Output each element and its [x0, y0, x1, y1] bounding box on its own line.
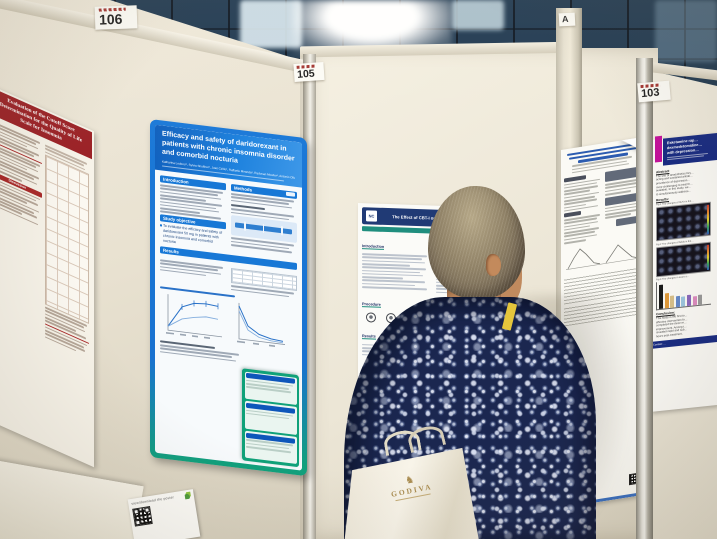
- qr-download-card: view/download the poster: [127, 489, 201, 539]
- qr-finder: [133, 508, 140, 515]
- board-number: 103: [640, 86, 660, 100]
- fig3-bar: [681, 296, 686, 308]
- board-number-tag-103: 103: [637, 80, 671, 102]
- results-table: [44, 154, 89, 325]
- text-block: [564, 213, 601, 245]
- section-header-results: Results: [362, 334, 376, 340]
- board-number-tag-105: 105: [293, 61, 325, 83]
- brain-scan-grid-1: [656, 202, 711, 242]
- board-number-tag-106: 106: [94, 5, 138, 30]
- results-line-chart-rising: [166, 294, 222, 339]
- text-block: [362, 253, 430, 291]
- colorbar: [706, 205, 709, 235]
- methods-label: Methods: [234, 185, 253, 193]
- timeline-tick: [262, 224, 265, 234]
- timeline-tick: [244, 221, 246, 232]
- window-light-panel: [452, 0, 504, 30]
- qr-finder: [144, 507, 150, 513]
- poster-esketamine: Esketamine rap… dexmedetomidine… with de…: [650, 132, 717, 413]
- text-block: [160, 259, 226, 279]
- window-light-panel: [240, 0, 302, 48]
- fig3-bar: [670, 295, 675, 309]
- board-frame-pole-right: [636, 58, 653, 539]
- qr-code: [132, 506, 153, 527]
- poster-dense-tables: [561, 136, 645, 508]
- board-number: 105: [296, 67, 316, 81]
- qr-finder: [135, 519, 141, 526]
- fig3-bar: [664, 293, 669, 309]
- frame-tag-a: A: [558, 12, 576, 27]
- brain-scan-grid-2: [656, 241, 711, 278]
- conclusions-box: [244, 371, 297, 405]
- text-line: [362, 286, 428, 291]
- fig3-bar-chart: [656, 277, 711, 311]
- board-number: 106: [98, 10, 123, 28]
- university-logo: NC: [366, 210, 377, 222]
- section-header-introduction: Introduction: [362, 243, 385, 250]
- poster-cutoff-score: Evaluation of the Cutoff Score Determina…: [0, 84, 94, 468]
- mini-distribution-charts: [566, 244, 640, 271]
- sponsor-logo: [286, 191, 295, 197]
- man-hair: [428, 186, 525, 299]
- fig3-bar: [692, 296, 697, 306]
- fig3-bar: [686, 295, 691, 307]
- colorbar: [706, 244, 709, 270]
- fig3-bar: [698, 294, 703, 306]
- procedure-step-icon: [366, 312, 376, 323]
- frame-letter: A: [561, 13, 569, 25]
- man-ear: [486, 254, 501, 276]
- disclosures-box: [244, 400, 297, 435]
- results-section: [155, 255, 302, 374]
- section-header-procedure: Procedure: [362, 302, 381, 308]
- poster-daridorexant: Efficacy and safety of daridorexant in p…: [150, 119, 307, 477]
- references-box: [244, 430, 297, 465]
- results-line-chart-declining: [237, 302, 285, 347]
- text-block: [564, 178, 601, 212]
- magenta-accent-bar: [655, 135, 662, 163]
- window-light-panel: [655, 0, 717, 62]
- fig3-bar: [675, 296, 680, 308]
- leaf-icon: [184, 491, 192, 500]
- conclusions-panel: [242, 368, 299, 468]
- timeline-tick: [281, 226, 283, 236]
- fig3-bar: [659, 285, 663, 310]
